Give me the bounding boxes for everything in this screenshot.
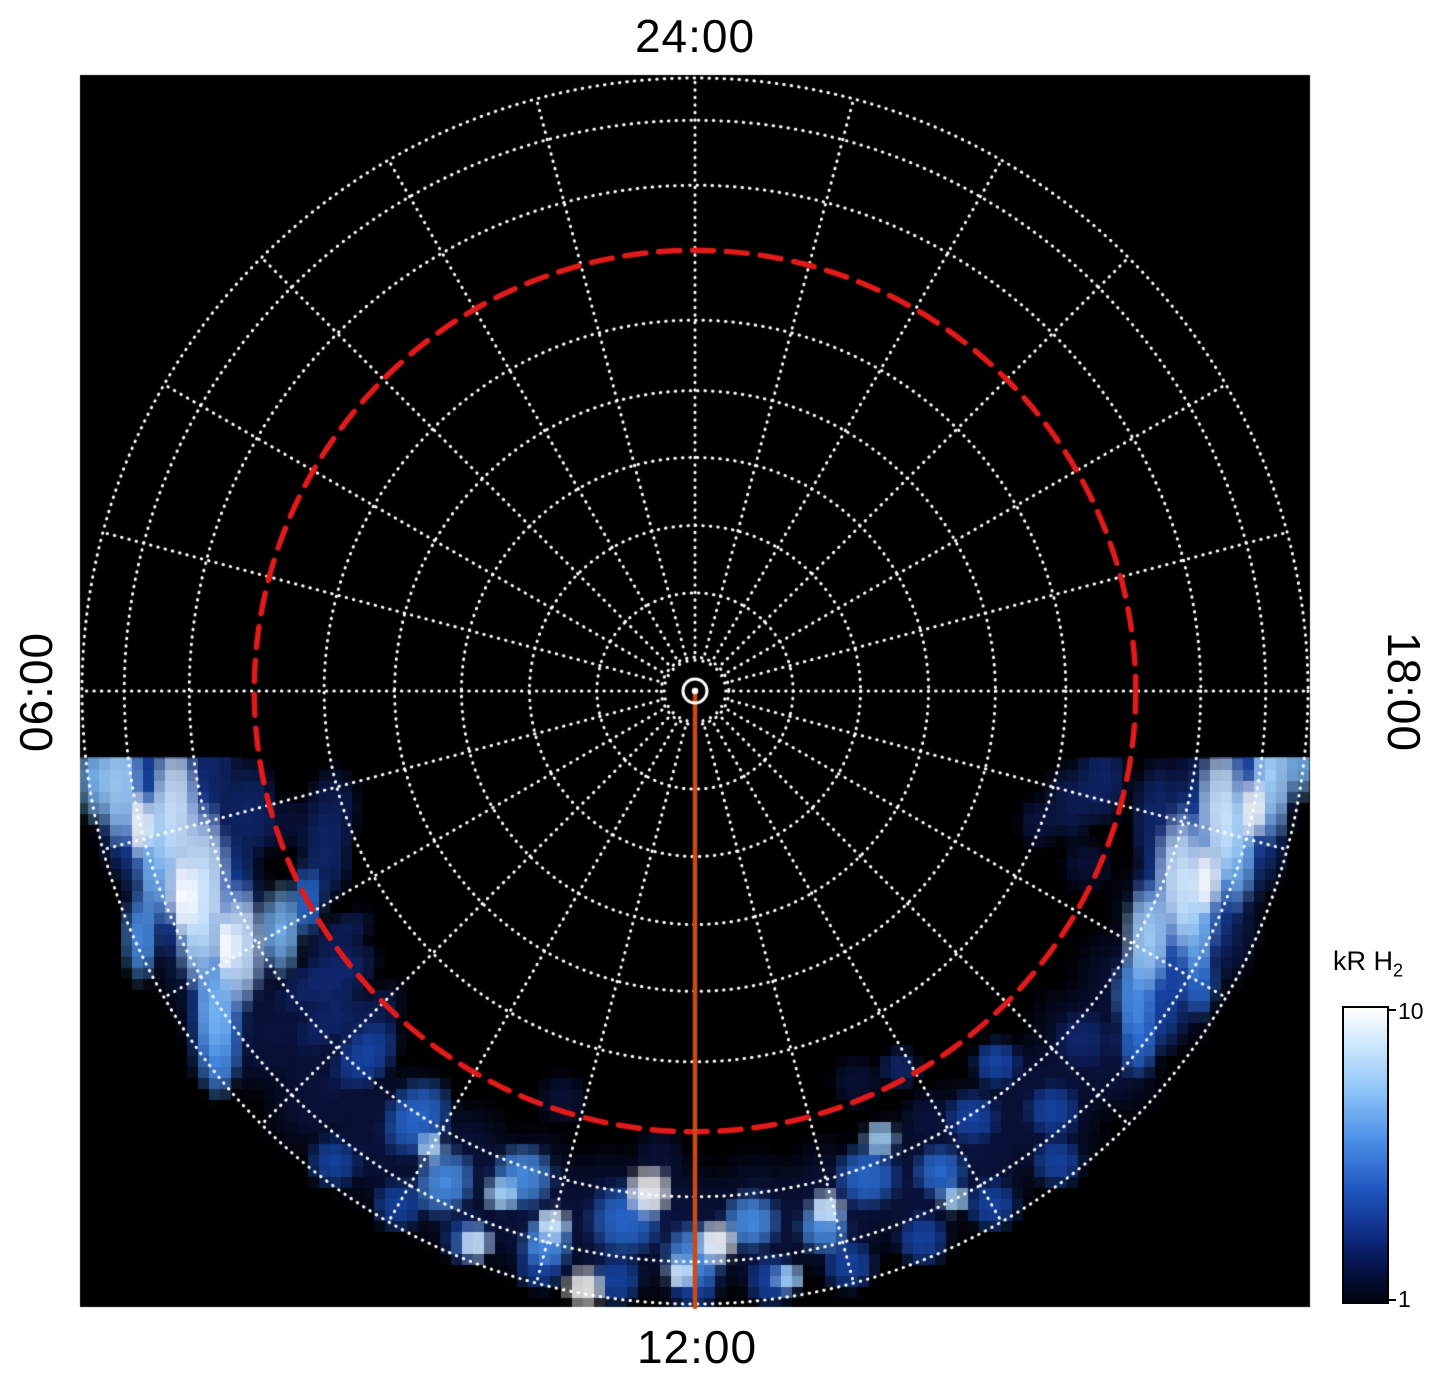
colorbar-title-subscript: 2	[1392, 960, 1403, 981]
colorbar-tick-min	[1389, 1299, 1396, 1301]
clock-label-1800: 18:00	[1378, 631, 1430, 753]
colorbar-tick-max	[1389, 1009, 1396, 1011]
clock-label-1200: 12:00	[636, 1321, 758, 1373]
colorbar-title: kR H2	[1308, 946, 1428, 981]
colorbar-gradient	[1342, 1006, 1389, 1304]
colorbar-title-text: kR H	[1332, 946, 1393, 976]
colorbar-max-label: 10	[1398, 998, 1424, 1024]
clock-label-2400: 24:00	[634, 10, 756, 62]
colorbar-min-label: 1	[1398, 1286, 1411, 1312]
clock-label-0600: 06:00	[10, 631, 62, 753]
